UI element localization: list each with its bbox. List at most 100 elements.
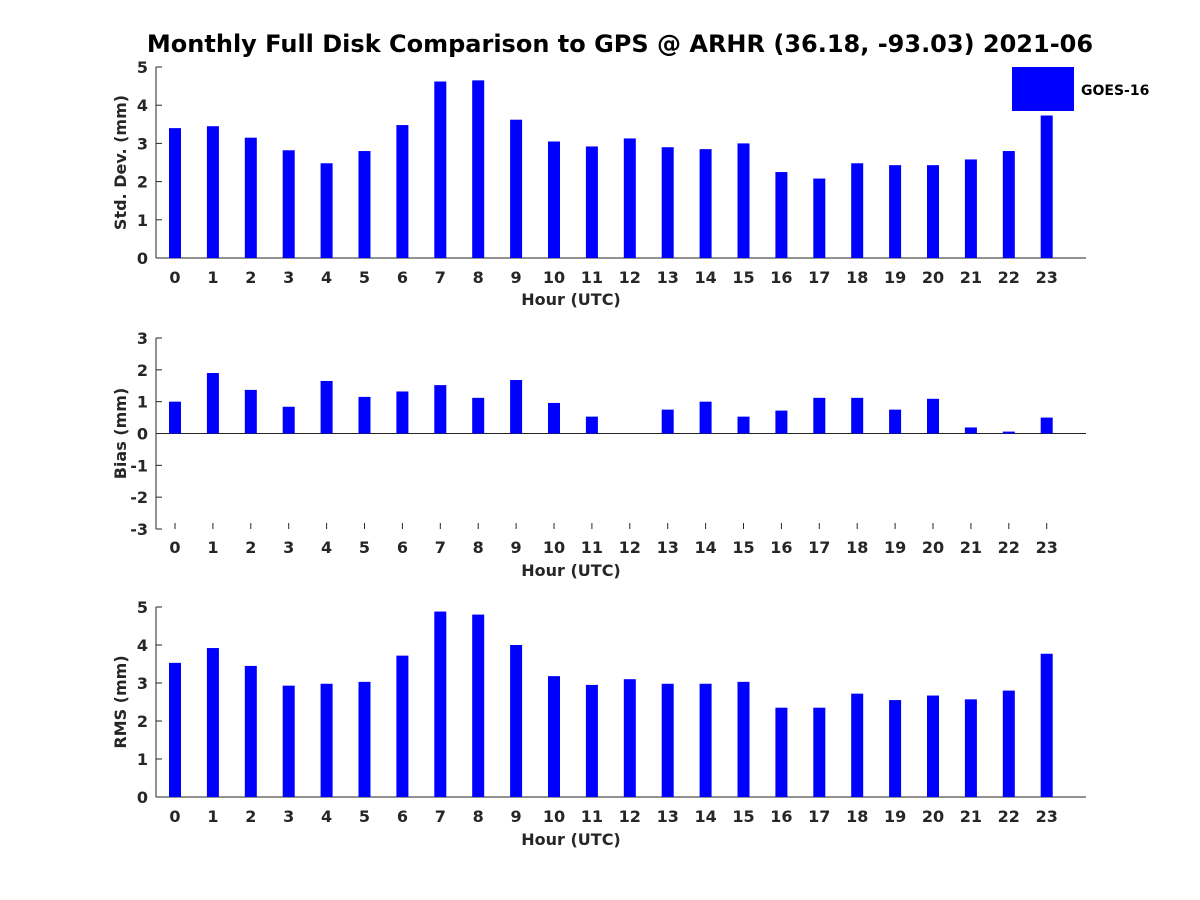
y-axis-label: Bias (mm) (111, 388, 130, 480)
x-tick-label: 20 (922, 268, 944, 287)
x-tick-label: 10 (543, 268, 565, 287)
x-tick-label: 4 (321, 538, 332, 557)
bar (510, 119, 523, 258)
legend: GOES-16 (1012, 67, 1149, 111)
bar (206, 373, 219, 434)
x-tick-label: 16 (770, 807, 792, 826)
x-tick-label: 2 (245, 268, 256, 287)
y-tick-label: 3 (137, 674, 148, 693)
y-tick-label: 2 (137, 361, 148, 380)
x-tick-label: 21 (960, 807, 982, 826)
bar (699, 683, 712, 797)
y-tick-label: 0 (137, 425, 148, 444)
bar (510, 380, 523, 434)
bar (851, 397, 864, 434)
x-axis-label: Hour (UTC) (521, 561, 621, 580)
x-tick-label: 11 (581, 268, 603, 287)
y-tick-label: -1 (130, 456, 148, 475)
x-tick-label: 21 (960, 538, 982, 557)
bar (851, 163, 864, 258)
x-tick-label: 1 (207, 268, 218, 287)
bar (358, 681, 371, 797)
bar (548, 402, 560, 434)
bar (1040, 417, 1053, 434)
x-tick-label: 11 (581, 807, 603, 826)
bar (358, 396, 371, 434)
x-tick-label: 20 (922, 807, 944, 826)
bar (244, 137, 257, 258)
x-tick-label: 7 (435, 268, 446, 287)
y-tick-label: 1 (137, 211, 148, 230)
bar (623, 679, 636, 797)
x-tick-label: 15 (732, 807, 754, 826)
bar (813, 178, 826, 258)
x-tick-label: 10 (543, 807, 565, 826)
bar (851, 693, 864, 797)
x-tick-label: 14 (694, 538, 716, 557)
bar (964, 699, 977, 797)
x-tick-label: 16 (770, 268, 792, 287)
y-axis-label: Std. Dev. (mm) (111, 95, 130, 230)
legend-label: GOES-16 (1081, 83, 1149, 99)
bar (661, 409, 674, 434)
bar (396, 125, 409, 259)
x-tick-label: 8 (473, 538, 484, 557)
bar (775, 707, 788, 797)
y-tick-label: 5 (137, 58, 148, 77)
bar (585, 684, 598, 797)
bar (889, 700, 902, 797)
bar (282, 685, 295, 797)
x-tick-label: 0 (169, 807, 180, 826)
x-tick-label: 12 (619, 538, 641, 557)
bar (1002, 690, 1015, 797)
bar (282, 406, 295, 434)
bar (661, 683, 674, 797)
x-tick-label: 18 (846, 807, 868, 826)
x-tick-label: 1 (207, 807, 218, 826)
legend-swatch (1012, 67, 1074, 111)
x-axis-label: Hour (UTC) (521, 290, 621, 309)
x-tick-label: 12 (619, 268, 641, 287)
chart-title: Monthly Full Disk Comparison to GPS @ AR… (146, 30, 1094, 58)
bar (1040, 115, 1053, 258)
x-tick-label: 8 (473, 807, 484, 826)
bar (699, 401, 712, 434)
bar (169, 662, 181, 797)
bar (206, 648, 219, 797)
x-tick-label: 22 (998, 268, 1020, 287)
x-tick-label: 5 (359, 538, 370, 557)
bar (1002, 431, 1015, 434)
x-tick-label: 13 (657, 807, 679, 826)
x-tick-label: 0 (169, 538, 180, 557)
x-tick-label: 19 (884, 538, 906, 557)
bar (775, 172, 788, 258)
bar (396, 391, 409, 434)
bar (244, 665, 257, 797)
x-tick-label: 7 (435, 807, 446, 826)
bar (169, 401, 181, 434)
x-tick-label: 0 (169, 268, 180, 287)
x-axis-label: Hour (UTC) (521, 830, 621, 849)
x-tick-label: 20 (922, 538, 944, 557)
bar (927, 165, 939, 258)
x-tick-label: 2 (245, 807, 256, 826)
x-tick-label: 5 (359, 268, 370, 287)
bar (585, 146, 598, 258)
bar (434, 611, 447, 797)
bar (1002, 151, 1015, 258)
bar (169, 128, 181, 258)
y-tick-label: 1 (137, 750, 148, 769)
x-tick-label: 5 (359, 807, 370, 826)
x-tick-label: 9 (511, 538, 522, 557)
y-tick-label: 0 (137, 788, 148, 807)
bar (548, 141, 560, 258)
y-tick-label: 4 (137, 636, 148, 655)
y-tick-label: -2 (130, 488, 148, 507)
bar (737, 143, 750, 258)
bar (396, 655, 409, 797)
bar (320, 380, 333, 434)
bar (927, 398, 939, 434)
x-tick-label: 6 (397, 807, 408, 826)
